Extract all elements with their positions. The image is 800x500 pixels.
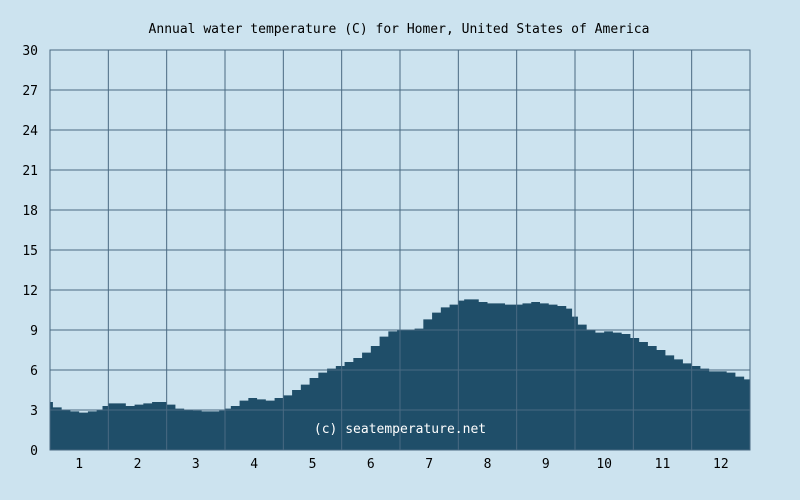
x-tick-label: 1 bbox=[75, 457, 83, 472]
x-tick-label: 7 bbox=[425, 457, 433, 472]
y-tick-label: 15 bbox=[22, 244, 38, 259]
x-tick-label: 5 bbox=[309, 457, 317, 472]
y-tick-label: 18 bbox=[22, 204, 38, 219]
grid-overlay bbox=[50, 49, 750, 451]
x-tick-label: 9 bbox=[542, 457, 550, 472]
y-tick-label: 24 bbox=[22, 124, 38, 139]
y-tick-label: 9 bbox=[30, 324, 38, 339]
x-tick-label: 8 bbox=[484, 457, 492, 472]
y-tick-label: 30 bbox=[22, 44, 38, 59]
x-tick-label: 3 bbox=[192, 457, 200, 472]
y-tick-label: 21 bbox=[22, 164, 38, 179]
y-tick-label: 3 bbox=[30, 404, 38, 419]
y-tick-label: 27 bbox=[22, 84, 38, 99]
x-tick-label: 10 bbox=[596, 457, 612, 472]
x-tick-label: 2 bbox=[134, 457, 142, 472]
x-axis-ticks: 1 2 3 4 5 6 7 8 9 10 11 12 bbox=[75, 457, 728, 472]
chart-title: Annual water temperature (C) for Homer, … bbox=[149, 22, 650, 37]
plot-frame bbox=[49, 49, 751, 451]
x-tick-label: 11 bbox=[655, 457, 671, 472]
x-tick-label: 12 bbox=[713, 457, 729, 472]
x-tick-label: 6 bbox=[367, 457, 375, 472]
y-axis-ticks: 0 3 6 9 12 15 18 21 24 27 30 bbox=[22, 44, 38, 459]
y-tick-label: 12 bbox=[22, 284, 38, 299]
watermark: (c) seatemperature.net bbox=[314, 422, 486, 437]
y-tick-label: 0 bbox=[30, 444, 38, 459]
x-tick-label: 4 bbox=[250, 457, 258, 472]
y-tick-label: 6 bbox=[30, 364, 38, 379]
